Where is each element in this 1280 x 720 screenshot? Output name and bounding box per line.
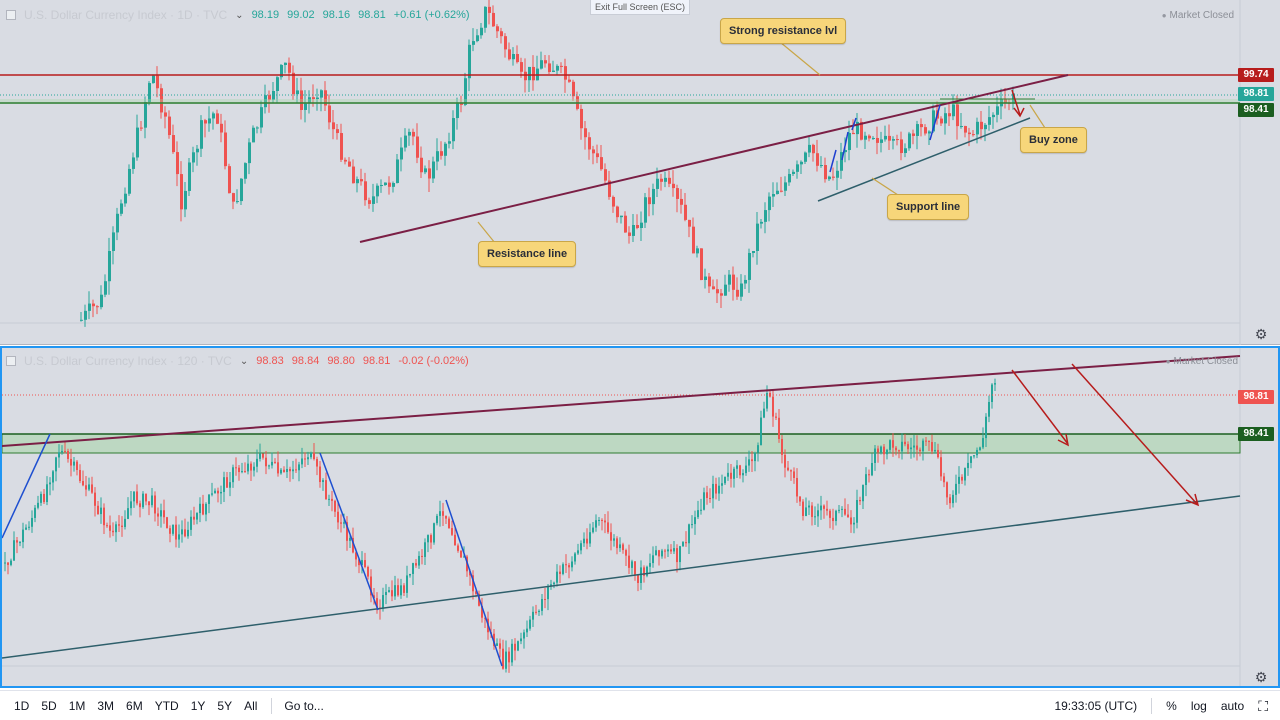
high-value: 99.02 [287,9,315,21]
close-value: 98.81 [362,355,391,367]
toolbar-divider [271,697,273,714]
chart-pane-120min[interactable]: U.S. Dollar Currency Index · 120 · TVC ⌄… [0,346,1280,688]
market-status: Market Closed [1162,10,1234,21]
buy-zone-band [0,99,1240,104]
intraday-price-chart[interactable] [2,348,1278,686]
range-3m[interactable]: 3M [97,698,115,713]
callout-buy-zone[interactable]: Buy zone [1020,127,1087,153]
chart-pane-daily[interactable]: U.S. Dollar Currency Index · 1D · TVC ⌄ … [0,0,1280,345]
symbol-logo-icon [6,10,16,20]
range-6m[interactable]: 6M [126,698,143,713]
price-label-buy-zone: 98.41 [1238,427,1274,441]
down-arrow-annotation [1011,363,1200,507]
down-arrow-annotation [1011,89,1025,118]
log-scale-toggle[interactable]: log [1190,699,1207,713]
price-label-current: 98.81 [1238,87,1274,101]
range-ytd[interactable]: YTD [154,698,179,713]
symbol-logo-icon [6,356,16,366]
close-value: 98.81 [358,9,386,21]
daily-ohlc-legend[interactable]: U.S. Dollar Currency Index · 1D · TVC ⌄ … [6,8,470,22]
percent-scale-toggle[interactable]: % [1166,699,1177,713]
fullscreen-icon[interactable]: ⛶ [1258,697,1268,714]
exit-fullscreen-button[interactable]: Exit Full Screen (ESC) [590,0,690,15]
high-value: 98.84 [291,355,320,367]
open-value: 98.19 [251,9,280,21]
gear-icon[interactable]: ⚙ [1254,669,1268,685]
gear-icon[interactable]: ⚙ [1254,326,1268,342]
toolbar-right: 19:33:05 (UTC) % log auto ⛶ [1054,691,1268,720]
range-1y[interactable]: 1Y [190,698,206,713]
change-value: +0.61 (+0.62%) [393,9,470,21]
low-value: 98.80 [327,355,355,367]
bottom-toolbar: 1D 5D 1M 3M 6M YTD 1Y 5Y All Go to... 19… [0,690,1280,720]
range-5y[interactable]: 5Y [217,698,233,713]
support-trendline [2,495,1241,659]
auto-scale-toggle[interactable]: auto [1220,699,1245,713]
utc-time[interactable]: 19:33:05 (UTC) [1054,699,1138,713]
open-value: 98.83 [256,355,284,367]
callout-resistance-line[interactable]: Resistance line [478,241,577,267]
buy-zone-band [2,433,1241,454]
change-value: -0.02 (-0.02%) [398,355,469,367]
support-trendline [817,117,1031,202]
resistance-trendline [359,74,1069,243]
chevron-down-icon[interactable]: ⌄ [235,9,244,21]
resistance-trendline [2,355,1241,447]
low-value: 98.16 [322,9,351,21]
range-1m[interactable]: 1M [68,698,86,713]
range-5d[interactable]: 5D [41,698,57,713]
intraday-ohlc-legend[interactable]: U.S. Dollar Currency Index · 120 · TVC ⌄… [6,354,469,368]
price-label-strong-resistance: 99.74 [1238,68,1274,82]
symbol-title[interactable]: U.S. Dollar Currency Index · 1D · TVC [24,8,228,22]
callout-strong-resistance[interactable]: Strong resistance lvl [720,18,847,44]
daily-price-chart[interactable] [0,0,1280,345]
chevron-down-icon[interactable]: ⌄ [239,355,249,367]
range-1d[interactable]: 1D [14,698,30,713]
symbol-title[interactable]: U.S. Dollar Currency Index · 120 · TVC [24,354,232,368]
price-label-buy-zone: 98.41 [1238,103,1274,117]
toolbar-divider [1151,698,1153,714]
goto-date-button[interactable]: Go to... [284,698,324,713]
market-status: Market Closed [1166,356,1238,367]
price-label-current: 98.81 [1238,390,1274,404]
callout-support-line[interactable]: Support line [887,194,970,220]
range-all[interactable]: All [244,698,258,713]
